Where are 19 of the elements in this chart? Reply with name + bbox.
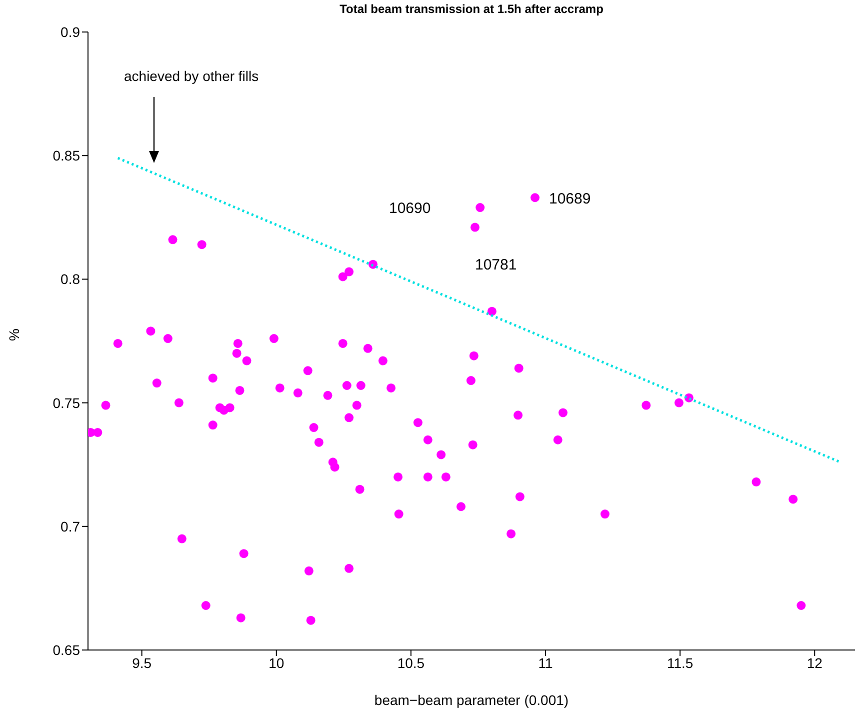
chart-title: Total beam transmission at 1.5h after accramp [338, 2, 604, 16]
x-tick-label: 10.5 [397, 654, 425, 671]
y-tick-label: 0.9 [60, 24, 80, 40]
annotation: 10690 [389, 200, 431, 217]
y-tick-label: 0.75 [52, 394, 80, 411]
annotation: 10781 [475, 256, 517, 274]
x-tick-label: 11.5 [666, 654, 694, 671]
annotation: achieved by other fills [124, 68, 259, 84]
y-axis-title: % [6, 328, 22, 341]
x-tick-label: 10 [268, 654, 284, 671]
y-tick-label: 0.85 [52, 148, 80, 164]
x-axis-title: beam−beam parameter (0.001) [374, 692, 569, 708]
y-tick-label: 0.65 [52, 642, 80, 658]
y-tick-label: 0.8 [60, 271, 80, 288]
y-tick-label: 0.7 [60, 518, 80, 534]
x-tick-label: 9.5 [132, 654, 152, 671]
x-tick-label: 11 [538, 654, 553, 671]
annotation: 10689 [549, 190, 591, 208]
x-tick-label: 12 [806, 654, 823, 671]
